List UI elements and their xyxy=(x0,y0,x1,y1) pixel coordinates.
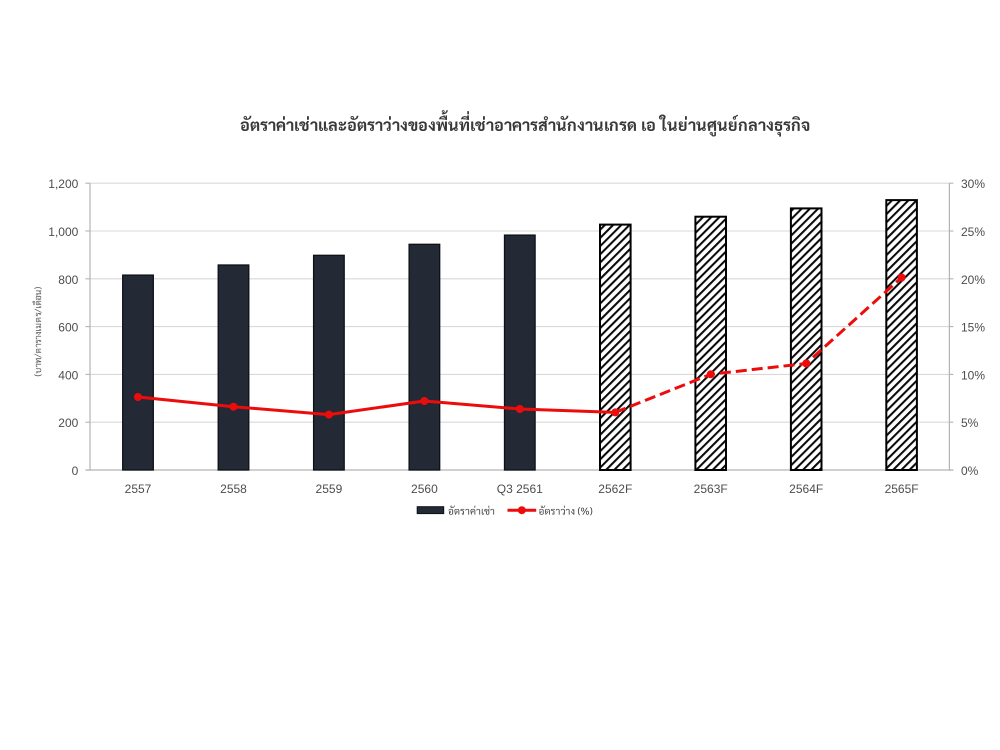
svg-text:20%: 20% xyxy=(961,273,985,287)
svg-text:5%: 5% xyxy=(961,416,979,430)
svg-text:400: 400 xyxy=(58,368,78,382)
svg-text:2559: 2559 xyxy=(316,482,343,496)
svg-text:200: 200 xyxy=(58,416,78,430)
svg-text:30%: 30% xyxy=(961,177,985,191)
svg-text:Q3 2561: Q3 2561 xyxy=(497,482,543,496)
svg-text:2565F: 2565F xyxy=(885,482,919,496)
svg-text:2563F: 2563F xyxy=(694,482,728,496)
svg-text:800: 800 xyxy=(58,273,78,287)
svg-text:1,000: 1,000 xyxy=(48,225,78,239)
svg-text:2558: 2558 xyxy=(220,482,247,496)
svg-text:2560: 2560 xyxy=(411,482,438,496)
svg-text:2562F: 2562F xyxy=(598,482,632,496)
svg-text:2564F: 2564F xyxy=(789,482,823,496)
svg-text:0%: 0% xyxy=(961,464,979,478)
svg-text:600: 600 xyxy=(58,321,78,335)
svg-text:1,200: 1,200 xyxy=(48,177,78,191)
svg-text:15%: 15% xyxy=(961,321,985,335)
svg-text:0: 0 xyxy=(72,464,79,478)
svg-text:25%: 25% xyxy=(961,225,985,239)
svg-text:2557: 2557 xyxy=(125,482,152,496)
svg-text:10%: 10% xyxy=(961,368,985,382)
